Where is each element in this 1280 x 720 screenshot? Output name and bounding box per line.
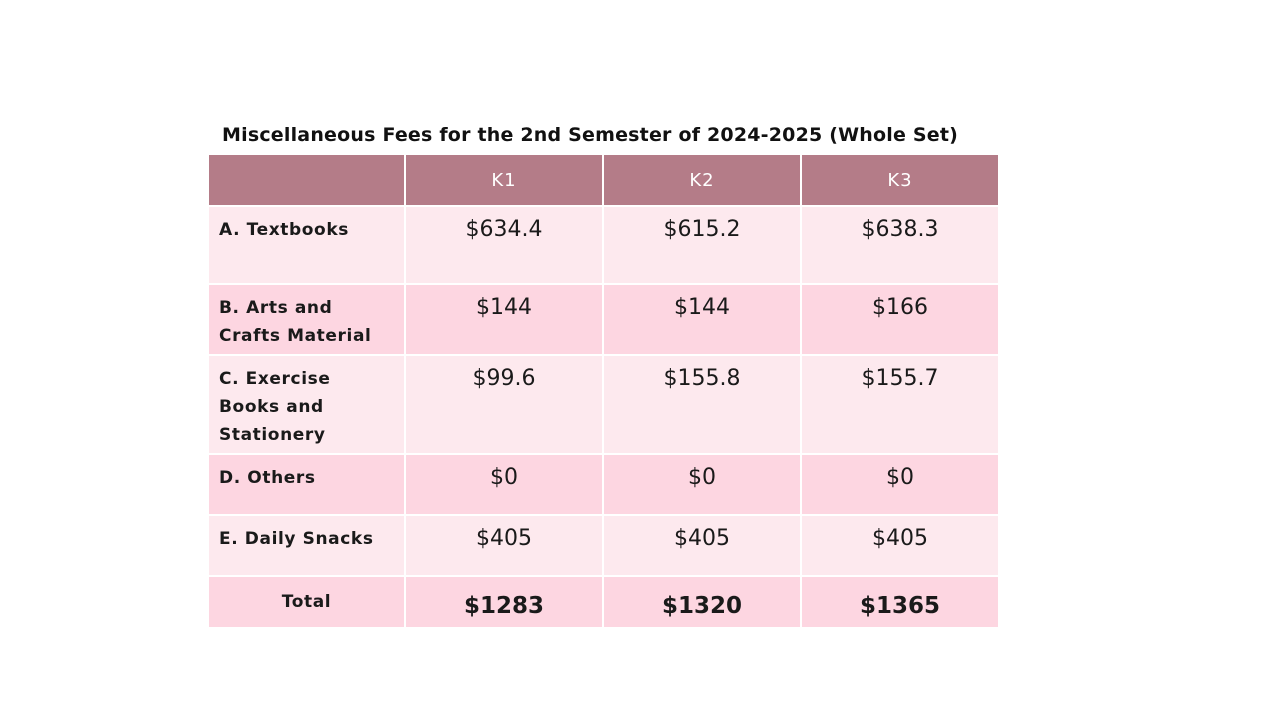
cell-value: $405	[404, 514, 604, 577]
cell-value: $155.8	[602, 354, 802, 455]
table-row: B. Arts and Crafts Material $144 $144 $1…	[207, 283, 1000, 356]
cell-value: $615.2	[602, 205, 802, 285]
total-label: Total	[207, 575, 406, 629]
cell-value: $144	[404, 283, 604, 356]
cell-value: $405	[800, 514, 1000, 577]
table-row: C. Exercise Books and Stationery $99.6 $…	[207, 354, 1000, 455]
cell-value: $0	[800, 453, 1000, 516]
row-label: A. Textbooks	[207, 205, 406, 285]
row-label: B. Arts and Crafts Material	[207, 283, 406, 356]
fees-table: K1 K2 K3 A. Textbooks $634.4 $615.2 $638…	[207, 153, 1000, 629]
cell-value: $144	[602, 283, 802, 356]
total-value: $1320	[602, 575, 802, 629]
cell-value: $405	[602, 514, 802, 577]
total-value: $1283	[404, 575, 604, 629]
cell-value: $0	[404, 453, 604, 516]
row-label: D. Others	[207, 453, 406, 516]
total-value: $1365	[800, 575, 1000, 629]
header-cell-empty	[207, 153, 406, 207]
header-cell-k1: K1	[404, 153, 604, 207]
cell-value: $638.3	[800, 205, 1000, 285]
page-title: Miscellaneous Fees for the 2nd Semester …	[222, 124, 959, 146]
row-label: E. Daily Snacks	[207, 514, 406, 577]
table-row: E. Daily Snacks $405 $405 $405	[207, 514, 1000, 577]
cell-value: $155.7	[800, 354, 1000, 455]
table-row: D. Others $0 $0 $0	[207, 453, 1000, 516]
cell-value: $99.6	[404, 354, 604, 455]
cell-value: $0	[602, 453, 802, 516]
total-row: Total $1283 $1320 $1365	[207, 575, 1000, 629]
row-label: C. Exercise Books and Stationery	[207, 354, 406, 455]
header-cell-k2: K2	[602, 153, 802, 207]
cell-value: $634.4	[404, 205, 604, 285]
cell-value: $166	[800, 283, 1000, 356]
header-cell-k3: K3	[800, 153, 1000, 207]
table-header-row: K1 K2 K3	[207, 153, 1000, 207]
table-row: A. Textbooks $634.4 $615.2 $638.3	[207, 205, 1000, 285]
